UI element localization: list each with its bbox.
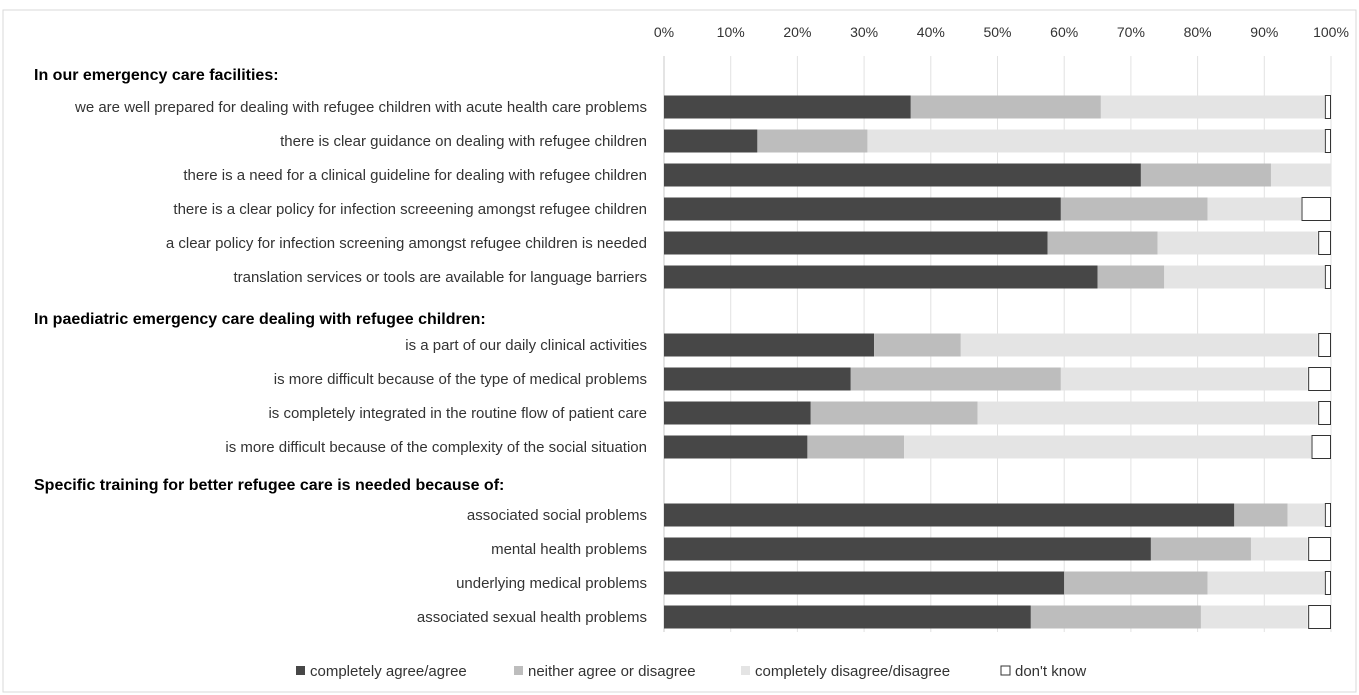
bar-segment-don-t-know xyxy=(1308,367,1332,391)
bar-segment-don-t-know xyxy=(1324,571,1331,595)
section-title: In paediatric emergency care dealing wit… xyxy=(34,311,486,328)
bar-segment-completely-agree-agree xyxy=(664,571,1065,595)
bar-segment-completely-agree-agree xyxy=(664,95,911,119)
legend-swatch-completely-disagree-disagree xyxy=(741,666,750,675)
bar-segment-don-t-know xyxy=(1308,605,1332,629)
bar-segment-neither-agree-or-disagree xyxy=(1030,605,1201,629)
bar-segment-neither-agree-or-disagree xyxy=(810,401,978,425)
bar-segment-neither-agree-or-disagree xyxy=(1140,163,1271,187)
bar-segment-completely-disagree-disagree xyxy=(1157,231,1318,255)
chart-frame xyxy=(2,9,1357,693)
bar-segment-completely-agree-agree xyxy=(664,367,851,391)
bar-segment-completely-agree-agree xyxy=(664,435,808,459)
bar-segment-don-t-know xyxy=(1318,333,1332,357)
bar-segment-completely-disagree-disagree xyxy=(960,333,1318,357)
bar-segment-neither-agree-or-disagree xyxy=(1047,231,1158,255)
bar-segment-don-t-know xyxy=(1308,537,1332,561)
legend-label: completely disagree/disagree xyxy=(755,663,950,680)
row-label: is more difficult because of the complex… xyxy=(225,439,647,456)
bar-segment-completely-disagree-disagree xyxy=(1207,571,1325,595)
bar-segment-completely-disagree-disagree xyxy=(1200,605,1308,629)
bar-segment-don-t-know xyxy=(1311,435,1331,459)
section-title: In our emergency care facilities: xyxy=(34,67,279,84)
bar-segment-neither-agree-or-disagree xyxy=(1064,571,1208,595)
legend-label: completely agree/agree xyxy=(310,663,467,680)
bars xyxy=(664,95,1332,629)
section-title: Specific training for better refugee car… xyxy=(34,477,504,494)
bar-segment-don-t-know xyxy=(1318,231,1332,255)
legend-swatch-neither-agree-or-disagree xyxy=(514,666,523,675)
x-tick-label: 30% xyxy=(850,24,878,40)
row-label: there is a need for a clinical guideline… xyxy=(183,167,647,184)
bar-segment-neither-agree-or-disagree xyxy=(1234,503,1288,527)
bar-segment-neither-agree-or-disagree xyxy=(757,129,868,153)
bar-segment-completely-disagree-disagree xyxy=(904,435,1311,459)
row-label: underlying medical problems xyxy=(456,575,647,592)
row-label: is a part of our daily clinical activiti… xyxy=(405,337,647,354)
bar-segment-neither-agree-or-disagree xyxy=(850,367,1061,391)
bar-segment-completely-agree-agree xyxy=(664,537,1151,561)
bar-segment-completely-agree-agree xyxy=(664,333,875,357)
bar-segment-completely-disagree-disagree xyxy=(1100,95,1325,119)
legend: completely agree/agree neither agree or d… xyxy=(296,663,1086,680)
bar-segment-neither-agree-or-disagree xyxy=(874,333,961,357)
x-tick-label: 80% xyxy=(1184,24,1212,40)
bar-segment-completely-agree-agree xyxy=(664,605,1031,629)
bar-segment-completely-disagree-disagree xyxy=(1060,367,1308,391)
bar-segment-completely-agree-agree xyxy=(664,197,1061,221)
x-tick-label: 50% xyxy=(983,24,1011,40)
bar-segment-completely-agree-agree xyxy=(664,129,758,153)
bar-segment-neither-agree-or-disagree xyxy=(1060,197,1208,221)
row-label: is more difficult because of the type of… xyxy=(274,371,647,388)
bar-segment-completely-disagree-disagree xyxy=(1207,197,1301,221)
category-labels: In our emergency care facilities: we are … xyxy=(34,67,647,626)
bar-segment-completely-disagree-disagree xyxy=(1250,537,1308,561)
row-label: mental health problems xyxy=(491,541,647,558)
bar-segment-don-t-know xyxy=(1324,129,1331,153)
row-label: associated sexual health problems xyxy=(417,609,647,626)
x-tick-label: 100% xyxy=(1313,24,1349,40)
row-label: a clear policy for infection screening a… xyxy=(166,235,647,252)
bar-segment-completely-disagree-disagree xyxy=(977,401,1318,425)
bar-segment-completely-agree-agree xyxy=(664,503,1235,527)
row-label: associated social problems xyxy=(467,507,647,524)
bar-segment-don-t-know xyxy=(1324,95,1331,119)
x-axis: 0% 10% 20% 30% 40% 50% 60% 70% 80% 90% 100% xyxy=(654,24,1349,40)
bar-segment-completely-agree-agree xyxy=(664,231,1048,255)
bar-segment-don-t-know xyxy=(1318,401,1332,425)
x-tick-label: 60% xyxy=(1050,24,1078,40)
x-tick-label: 70% xyxy=(1117,24,1145,40)
x-tick-label: 20% xyxy=(783,24,811,40)
bar-segment-don-t-know xyxy=(1301,197,1331,221)
legend-swatch-don-t-know xyxy=(1000,665,1011,676)
bar-segment-neither-agree-or-disagree xyxy=(910,95,1101,119)
row-label: there is a clear policy for infection sc… xyxy=(173,201,647,218)
bar-segment-neither-agree-or-disagree xyxy=(807,435,905,459)
bar-segment-don-t-know xyxy=(1324,265,1331,289)
x-tick-label: 90% xyxy=(1250,24,1278,40)
bar-segment-neither-agree-or-disagree xyxy=(1097,265,1165,289)
legend-label: don't know xyxy=(1015,663,1086,680)
bar-segment-completely-disagree-disagree xyxy=(1287,503,1325,527)
bar-segment-don-t-know xyxy=(1324,503,1331,527)
x-tick-label: 40% xyxy=(917,24,945,40)
x-tick-label: 10% xyxy=(717,24,745,40)
bar-segment-completely-agree-agree xyxy=(664,401,811,425)
bar-segment-completely-agree-agree xyxy=(664,265,1098,289)
legend-label: neither agree or disagree xyxy=(528,663,696,680)
bar-segment-completely-disagree-disagree xyxy=(1164,265,1325,289)
row-label: we are well prepared for dealing with re… xyxy=(74,99,647,116)
row-label: is completely integrated in the routine … xyxy=(268,405,647,422)
legend-swatch-completely-agree-agree xyxy=(296,666,305,675)
bar-segment-neither-agree-or-disagree xyxy=(1150,537,1251,561)
x-tick-label: 0% xyxy=(654,24,674,40)
row-label: there is clear guidance on dealing with … xyxy=(280,133,647,150)
bar-segment-completely-disagree-disagree xyxy=(867,129,1325,153)
row-label: translation services or tools are availa… xyxy=(233,269,647,286)
bar-segment-completely-disagree-disagree xyxy=(1270,163,1331,187)
bar-segment-completely-agree-agree xyxy=(664,163,1141,187)
